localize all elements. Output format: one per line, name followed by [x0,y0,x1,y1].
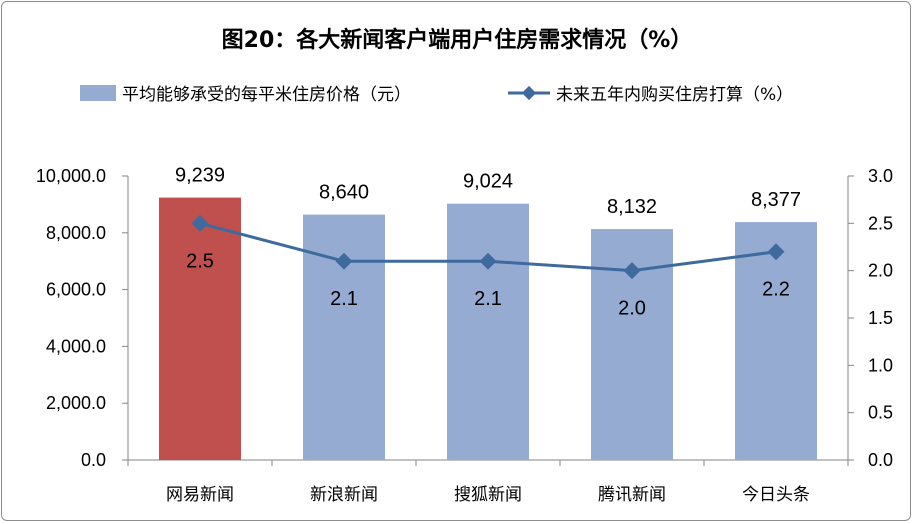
y-right-tick-label: 0.5 [868,403,893,423]
bar-value-label: 9,239 [175,165,225,187]
legend-label-bar: 平均能够承受的每平米住房价格（元） [122,85,411,105]
y-right-tick-label: 3.0 [868,166,893,186]
chart-title: 图20：各大新闻客户端用户住房需求情况（%） [222,27,693,53]
y-left-tick-label: 2,000.0 [46,393,106,413]
data-labels: 9,239 8,640 9,024 8,132 8,377 2.5 2.1 2.1 2.0 2.2 [175,165,801,320]
x-category-label: 搜狐新闻 [454,485,522,505]
x-category-label: 网易新闻 [166,485,234,505]
y-right-tick-label: 2.5 [868,213,893,233]
y-left-tick-label: 6,000.0 [46,280,106,300]
line-marker [335,252,353,270]
x-category-label: 腾讯新闻 [598,485,666,505]
bar-value-label: 8,132 [607,196,657,218]
y-right-tick-label: 1.5 [868,308,893,328]
line-value-label: 2.0 [618,298,646,320]
line-value-label: 2.5 [186,250,214,272]
x-category-label: 新浪新闻 [310,485,378,505]
bar [303,214,385,460]
axes: 0.0 2,000.0 4,000.0 6,000.0 8,000.0 10,000.0 0… [36,166,893,505]
legend: 平均能够承受的每平米住房价格（元） 未来五年内购买住房打算（%） [80,85,793,105]
line-marker [767,243,785,261]
bar-value-label: 9,024 [463,171,513,193]
y-left-tick-label: 4,000.0 [46,336,106,356]
y-left-tick-label: 10,000.0 [36,166,106,186]
line-series [191,214,785,280]
legend-swatch-bar [80,85,116,101]
bar-value-label: 8,377 [751,189,801,211]
y-left-tick-label: 0.0 [81,450,106,470]
line-marker [479,252,497,270]
y-right-tick-label: 2.0 [868,261,893,281]
line-marker [623,262,641,280]
bar-value-label: 8,640 [319,182,369,204]
line-marker [191,214,209,232]
legend-swatch-marker [521,85,537,101]
line-value-label: 2.1 [474,288,502,310]
y-right-tick-label: 0.0 [868,450,893,470]
bar [159,197,241,460]
line-value-label: 2.1 [330,288,358,310]
bar [735,222,817,460]
bar [447,203,529,461]
legend-label-line: 未来五年内购买住房打算（%） [556,85,793,105]
y-right-tick-label: 1.0 [868,355,893,375]
x-category-label: 今日头条 [742,485,810,505]
y-left-tick-label: 8,000.0 [46,223,106,243]
line-value-label: 2.2 [762,279,790,301]
